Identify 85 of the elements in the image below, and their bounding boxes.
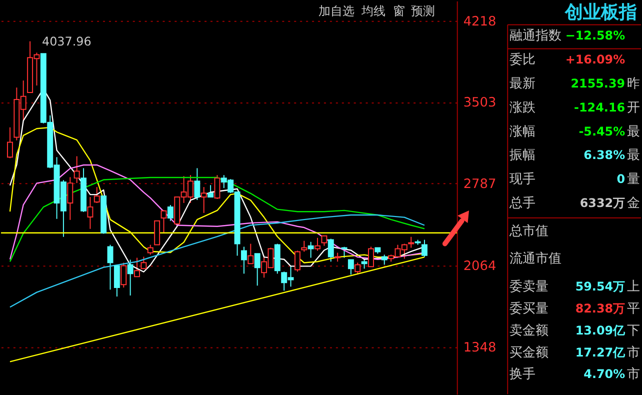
candlestick	[94, 186, 100, 204]
candlestick	[254, 253, 260, 286]
candlestick	[368, 246, 374, 268]
annotation: 加自选	[318, 4, 354, 18]
candlestick	[408, 236, 414, 248]
category-label: 市	[627, 345, 640, 360]
candlestick	[147, 244, 154, 256]
category-label: 融通指数	[510, 28, 562, 44]
category-label: 现手	[510, 172, 536, 188]
category-label: 换手	[510, 367, 536, 382]
candlestick	[67, 176, 74, 220]
candlestick	[301, 240, 308, 252]
text: −12.58%	[565, 28, 626, 43]
candlestick	[134, 257, 140, 278]
text: 17.27亿	[575, 345, 626, 360]
category-label: 最	[627, 148, 640, 164]
category-label: 开	[627, 100, 640, 116]
candlestick	[214, 174, 220, 200]
candlestick	[294, 250, 300, 272]
y-tick-label: 2064	[463, 259, 496, 274]
candlestick	[120, 262, 127, 288]
text: 0	[616, 172, 626, 186]
category-label: 最新	[510, 76, 536, 92]
line-series	[9, 214, 426, 308]
candlestick	[208, 184, 214, 198]
category-label: 市	[627, 367, 640, 382]
category-label: 振幅	[510, 148, 536, 164]
candlestick	[154, 220, 160, 246]
category-label: 量	[627, 172, 640, 188]
text: 13.09亿	[575, 323, 626, 338]
category-label: 昨	[627, 76, 640, 92]
candlestick	[348, 259, 354, 276]
text: 4.70%	[584, 367, 626, 382]
candlestick	[421, 239, 428, 258]
category-label: 最	[627, 124, 640, 140]
candlestick	[308, 241, 314, 258]
candlestick	[248, 243, 254, 264]
y-tick-label: 3503	[463, 96, 496, 111]
candlestick	[74, 156, 80, 184]
annotation: 均线	[360, 4, 386, 18]
category-label: 涨跌	[510, 100, 536, 116]
text: 82.38万	[575, 301, 626, 316]
candlestick	[328, 238, 334, 262]
text: -5.45%	[578, 124, 626, 138]
text: 6332万	[580, 196, 626, 210]
y-tick-label: 1348	[463, 340, 496, 356]
category-label: 平	[627, 301, 640, 316]
y-tick-label: 2787	[463, 176, 496, 192]
text: 6.38%	[584, 148, 626, 162]
text: 创业板指	[564, 2, 638, 23]
category-label: 委买量	[510, 301, 549, 316]
candlestick	[200, 186, 207, 214]
candlestick	[107, 244, 114, 290]
candlestick	[321, 235, 328, 246]
category-label: 卖金额	[510, 323, 549, 338]
candlestick	[381, 254, 388, 266]
category-label: 总市值	[508, 224, 549, 239]
category-label: 涨幅	[510, 124, 536, 140]
y-tick-label: 4218	[463, 14, 496, 30]
candlestick	[6, 126, 13, 159]
candlestick	[160, 210, 167, 234]
candlestick	[240, 246, 247, 274]
text: -124.16	[574, 100, 626, 114]
category-label: 委比	[510, 52, 536, 68]
candlestick	[314, 237, 320, 252]
category-label: 总手	[508, 196, 536, 211]
text: +16.09%	[565, 52, 626, 67]
candlestick	[194, 168, 200, 201]
candlestick	[127, 259, 134, 296]
category-label: 委卖量	[510, 280, 549, 295]
annotation: 预测	[411, 4, 436, 18]
candlestick	[87, 196, 94, 230]
annotation: 窗	[393, 4, 406, 18]
category-label: 下	[627, 323, 640, 338]
line-series	[9, 176, 426, 262]
text: 59.54万	[575, 280, 626, 294]
category-label: 流通市值	[510, 250, 562, 267]
annotation: 4037.96	[42, 34, 92, 48]
category-label: 金	[627, 196, 640, 211]
text: 2155.39	[570, 76, 626, 91]
category-label: 上	[627, 280, 640, 295]
category-label: 买金额	[510, 345, 549, 360]
candlestick	[167, 204, 174, 222]
candlestick	[114, 265, 120, 298]
candlestick	[140, 256, 147, 270]
